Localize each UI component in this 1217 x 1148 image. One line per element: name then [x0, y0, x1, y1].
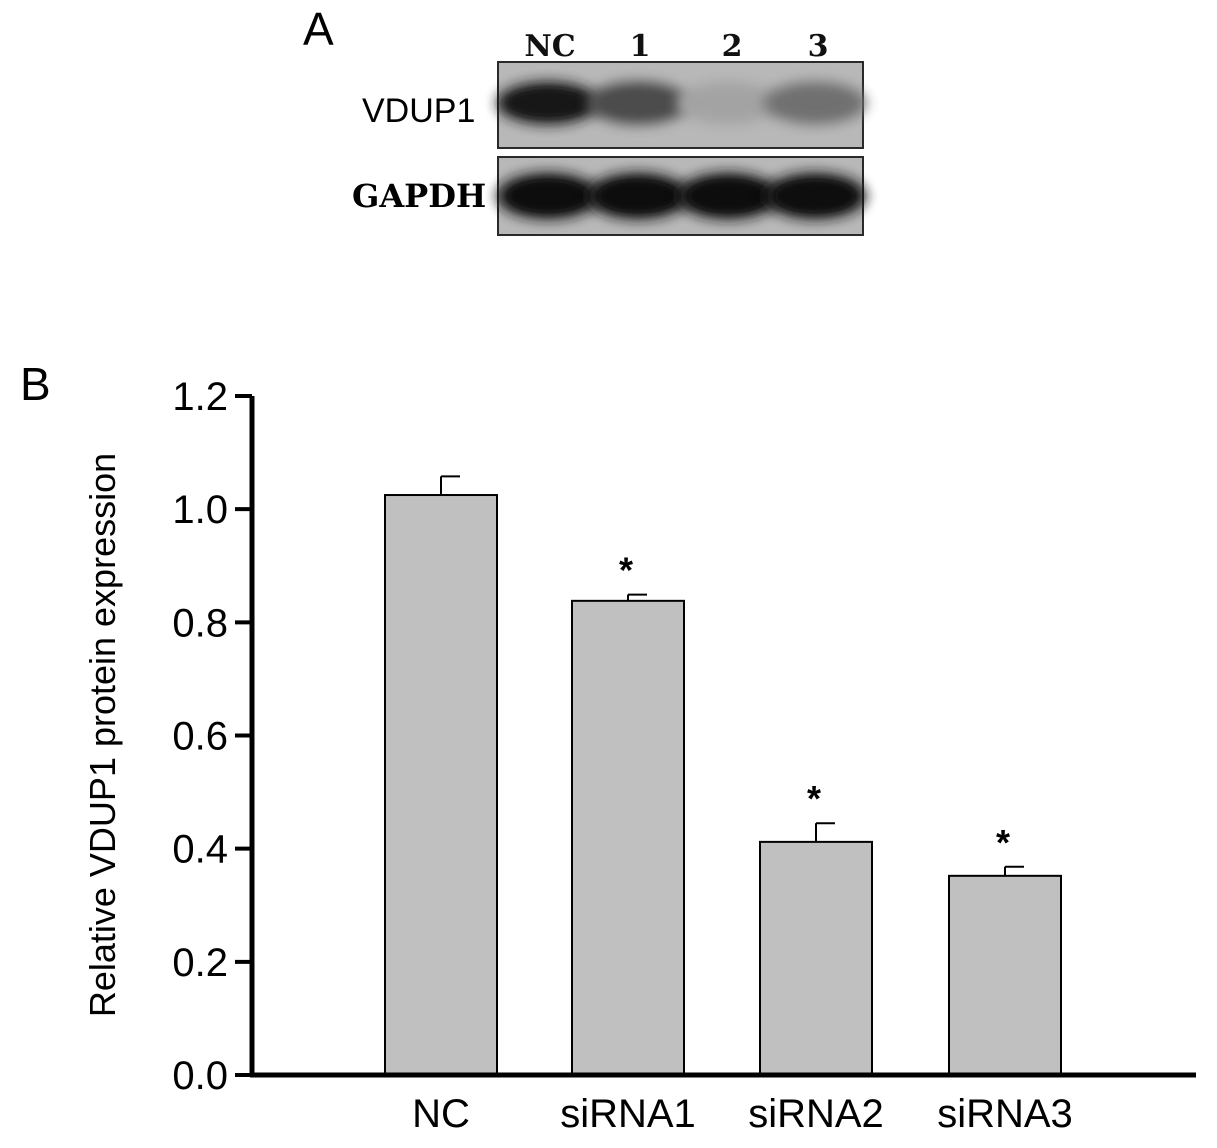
protein-label-gapdh: GAPDH	[352, 177, 486, 215]
y-tick-label: 0.8	[172, 601, 228, 645]
y-tick-label: 1.2	[172, 375, 228, 419]
bar-sirna2	[759, 840, 873, 1076]
bands-gapdh	[496, 172, 867, 220]
blot-strip-vdup1	[496, 61, 867, 149]
gapdh-band-core-2	[598, 180, 678, 212]
bands-vdup1	[496, 81, 867, 125]
panel-b-letter: B	[20, 358, 51, 410]
bar-sirna3	[948, 874, 1062, 1076]
x-category-label-nc: NC	[412, 1092, 470, 1136]
vdup1-band-core-4	[775, 89, 855, 117]
x-category-label-sirna1: siRNA1	[560, 1092, 696, 1136]
blot-strip-gapdh	[496, 156, 867, 236]
significance-mark-sirna3: *	[996, 822, 1010, 863]
x-category-label-sirna3: siRNA3	[937, 1092, 1073, 1136]
x-category-label-sirna2: siRNA2	[748, 1092, 884, 1136]
lane-labels: NC 1 2 3	[524, 29, 828, 64]
y-tick-label: 0.4	[172, 828, 228, 872]
bar-sirna1	[571, 599, 685, 1076]
gapdh-band-core-3	[688, 180, 768, 212]
y-tick-label: 0.6	[172, 715, 228, 759]
gapdh-band-core-4	[775, 180, 855, 212]
y-tick-label: 0.0	[172, 1054, 228, 1098]
vdup1-band-core-1	[508, 89, 588, 117]
y-axis-ticks: 0.0 0.2 0.4 0.6 0.8 1.0 1.2	[172, 375, 252, 1098]
significance-mark-sirna2: *	[807, 778, 821, 819]
lane-label-1: 1	[630, 29, 651, 64]
bar-nc	[384, 494, 498, 1077]
panel-a: A NC 1 2 3 VDUP1 GAPDH	[303, 3, 867, 236]
protein-label-vdup1: VDUP1	[362, 92, 475, 130]
lane-label-nc: NC	[524, 29, 575, 64]
lane-label-2: 2	[722, 29, 743, 64]
y-axis-title: Relative VDUP1 protein expression	[82, 453, 123, 1017]
y-tick-label: 0.2	[172, 941, 228, 985]
vdup1-band-core-3	[688, 89, 768, 117]
panel-b: B Relative VDUP1 protein expression 0.00…	[20, 358, 1196, 1136]
panel-a-letter: A	[303, 3, 334, 55]
bars: * * *	[384, 475, 1062, 1077]
vdup1-band-core-2	[598, 89, 678, 117]
gapdh-band-core-1	[508, 180, 588, 212]
lane-label-3: 3	[808, 29, 829, 64]
significance-mark-sirna1: *	[619, 550, 633, 591]
y-tick-label: 1.0	[172, 488, 228, 532]
x-axis-labels: NC siRNA1 siRNA2 siRNA3	[412, 1092, 1073, 1136]
